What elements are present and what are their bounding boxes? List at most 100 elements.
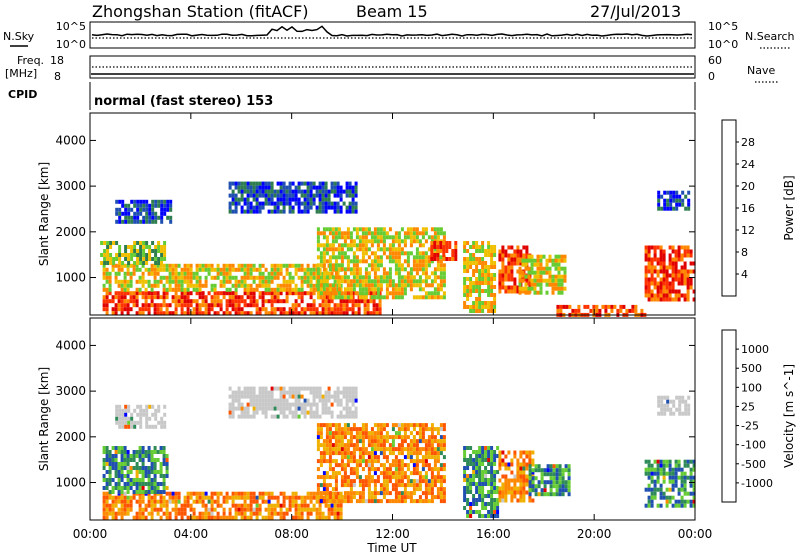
echo-cell (400, 275, 404, 280)
echo-cell (306, 410, 310, 415)
echo-cell (303, 406, 307, 411)
echo-cell (174, 263, 178, 268)
y-tick-label: 4000 (55, 338, 86, 352)
echo-cell (135, 267, 139, 272)
echo-cell (312, 299, 316, 304)
echo-cell (451, 257, 455, 261)
echo-cell (385, 291, 389, 296)
echo-cell (382, 455, 386, 460)
echo-cell (674, 503, 678, 508)
echo-cell (385, 423, 389, 428)
echo-cell (672, 403, 676, 408)
echo-cell (147, 482, 151, 486)
echo-cell (102, 515, 106, 520)
echo-cell (370, 435, 374, 440)
echo-cell (159, 499, 163, 504)
echo-cell (403, 447, 407, 452)
echo-cell (261, 185, 265, 190)
echo-cell (297, 503, 301, 508)
echo-cell (564, 484, 568, 489)
echo-cell (318, 511, 322, 516)
echo-cell (273, 205, 277, 210)
echo-cell (282, 414, 286, 419)
echo-cell (430, 447, 434, 452)
echo-cell (671, 273, 675, 278)
echo-cell (424, 491, 428, 496)
echo-cell (282, 201, 286, 206)
echo-cell (412, 255, 416, 260)
echo-cell (312, 414, 316, 419)
echo-cell (358, 447, 362, 452)
echo-cell (343, 231, 347, 236)
echo-cell (352, 447, 356, 452)
echo-cell (536, 278, 540, 283)
echo-cell (361, 423, 365, 428)
echo-cell (650, 273, 654, 278)
echo-cell (261, 499, 265, 504)
echo-cell (324, 185, 328, 190)
echo-cell (345, 398, 349, 403)
echo-cell (363, 307, 367, 312)
echo-cell (364, 475, 368, 480)
echo-cell (324, 390, 328, 395)
echo-cell (397, 435, 401, 440)
echo-cell (102, 486, 106, 490)
echo-cell (349, 295, 353, 300)
echo-cell (493, 506, 497, 510)
echo-cell (671, 281, 675, 286)
echo-cell (376, 431, 380, 436)
echo-cell (376, 435, 380, 440)
echo-cell (336, 394, 340, 399)
echo-cell (288, 503, 292, 508)
echo-cell (111, 507, 115, 512)
echo-cell (644, 281, 648, 286)
echo-cell (481, 241, 485, 245)
echo-cell (424, 483, 428, 488)
echo-cell (111, 478, 115, 482)
echo-cell (246, 197, 250, 202)
echo-cell (279, 410, 283, 415)
echo-cell (545, 258, 549, 263)
echo-cell (379, 259, 383, 264)
echo-cell (291, 503, 295, 508)
echo-cell (501, 462, 505, 467)
echo-cell (666, 403, 670, 408)
echo-cell (369, 291, 373, 296)
echo-cell (409, 431, 413, 436)
echo-cell (157, 404, 161, 409)
echo-cell (376, 455, 380, 460)
echo-cell (312, 402, 316, 407)
echo-cell (198, 279, 202, 284)
echo-cell (276, 398, 280, 403)
echo-cell (348, 209, 352, 214)
echo-cell (367, 455, 371, 460)
echo-cell (285, 283, 289, 288)
echo-cell (665, 487, 669, 492)
echo-cell (127, 219, 131, 224)
echo-cell (103, 257, 107, 261)
echo-cell (243, 263, 247, 268)
echo-cell (484, 265, 488, 269)
echo-cell (352, 423, 356, 428)
echo-cell (352, 479, 356, 484)
echo-cell (204, 511, 208, 516)
echo-cell (132, 495, 136, 500)
echo-cell (219, 291, 223, 296)
echo-cell (394, 271, 398, 276)
echo-cell (663, 403, 667, 408)
echo-cell (225, 307, 229, 312)
echo-cell (333, 303, 337, 308)
echo-cell (406, 279, 410, 284)
echo-cell (510, 277, 514, 282)
echo-cell (653, 483, 657, 488)
freq-tick-bottom: 8 (54, 70, 61, 83)
echo-cell (373, 295, 377, 300)
echo-cell (478, 257, 482, 261)
echo-cell (328, 443, 332, 448)
echo-cell (687, 206, 691, 211)
echo-cell (322, 291, 326, 296)
echo-cell (496, 502, 500, 506)
echo-cell (671, 261, 675, 266)
echo-cell (150, 503, 154, 508)
echo-cell (513, 474, 517, 479)
